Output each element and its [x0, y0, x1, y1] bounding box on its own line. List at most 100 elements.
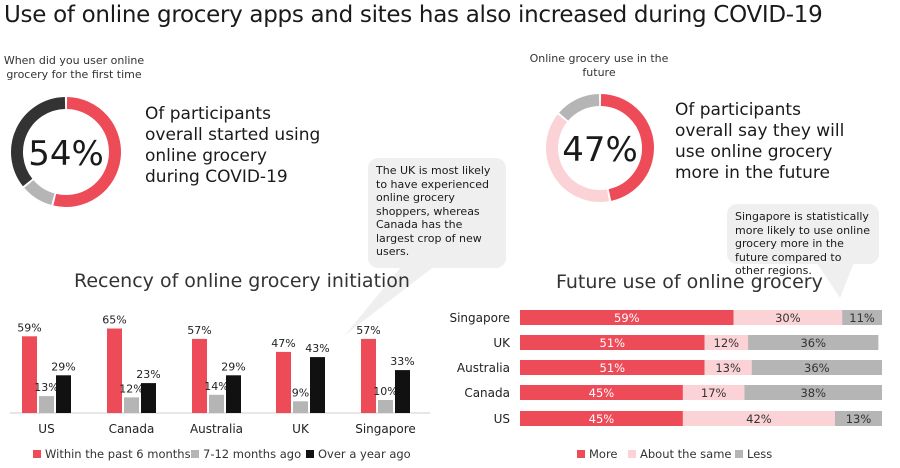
future-label-uk-1: 12%: [714, 336, 740, 350]
legend-same-label: About the same: [640, 447, 732, 461]
donut-left-chart: 54%: [11, 97, 121, 207]
donut-right-chart: 47%: [546, 94, 654, 202]
legend-less-swatch: [735, 450, 743, 458]
legend-same: About the same: [628, 447, 732, 461]
recency-category-australia: Australia: [190, 422, 243, 436]
donut-left-segment-0: [53, 97, 121, 207]
bubble-sg: Singapore is statistically more likely t…: [727, 204, 879, 277]
bubble-uk-tail: [345, 262, 440, 335]
donut-left-caption: When did you user online grocery for the…: [3, 54, 145, 81]
recency-label-uk-2: 43%: [305, 342, 329, 355]
future-label-australia-1: 13%: [715, 361, 741, 375]
recency-bar-uk-2: [310, 357, 325, 413]
recency-label-us-1: 13%: [34, 381, 58, 394]
recency-label-uk-0: 47%: [271, 337, 295, 350]
recency-label-canada-0: 65%: [102, 314, 126, 327]
recency-category-uk: UK: [292, 422, 310, 436]
future-label-us-0: 45%: [589, 412, 615, 426]
future-category-canada: Canada: [464, 386, 510, 400]
recency-category-singapore: Singapore: [355, 422, 416, 436]
future-bar-canada-0: [520, 385, 683, 400]
future-category-australia: Australia: [457, 361, 510, 375]
future-label-uk-0: 51%: [600, 336, 626, 350]
legend-less-label: Less: [747, 447, 773, 461]
bubble-uk: The UK is most likely to have experience…: [368, 158, 506, 268]
legend-more: More: [577, 447, 618, 461]
future-label-australia-2: 36%: [804, 361, 830, 375]
donut-right-value: 47%: [562, 130, 638, 170]
legend-same-swatch: [628, 450, 636, 458]
future-bar-uk-1: [704, 335, 749, 350]
recency-label-australia-1: 14%: [204, 380, 228, 393]
recency-bar-canada-1: [124, 397, 139, 413]
future-category-singapore: Singapore: [449, 311, 510, 325]
legend-mid-label: 7-12 months ago: [203, 447, 302, 461]
future-label-canada-1: 17%: [701, 386, 727, 400]
recency-label-singapore-0: 57%: [356, 324, 380, 337]
donut-left-value: 54%: [28, 134, 104, 174]
future-bar-uk-2: [748, 335, 879, 350]
recency-bar-us-1: [39, 396, 54, 413]
recency-chart: 59% 13% 29% US 65% 12%23% Canada 57% 14% 29% Austr…: [10, 314, 430, 436]
future-chart-title: Future use of online grocery: [556, 271, 823, 293]
legend-more-swatch: [577, 450, 585, 458]
future-bar-canada-1: [682, 385, 745, 400]
recency-bar-us-0: [22, 336, 37, 413]
future-bar-australia-1: [704, 360, 752, 375]
future-bar-us-2: [834, 411, 882, 426]
future-bar-singapore-0: [520, 310, 734, 325]
donut-right-segment-1: [546, 114, 610, 202]
legend-mid-swatch: [191, 450, 199, 458]
future-bar-canada-2: [744, 385, 882, 400]
legend-old: Over a year ago: [306, 447, 411, 461]
future-category-uk: UK: [493, 336, 511, 350]
legend-recent: Within the past 6 months: [33, 447, 191, 461]
page-title: Use of online grocery apps and sites has…: [4, 2, 823, 28]
future-bar-us-0: [520, 411, 683, 426]
recency-chart-title: Recency of online grocery initiation: [74, 270, 410, 292]
recency-bar-uk-0: [276, 351, 291, 413]
future-bar-uk-0: [520, 335, 705, 350]
recency-bar-australia-1: [209, 394, 224, 413]
future-bar-australia-2: [751, 360, 882, 375]
recency-label-canada-1: 12%: [119, 382, 143, 395]
donut-right-caption: Online grocery use in the future: [529, 52, 669, 79]
future-label-singapore-0: 59%: [614, 311, 640, 325]
donut-left-text: Of participants overall started using on…: [145, 104, 321, 187]
future-chart: Singapore 59% 30% 11% UK 51% 12% 36% Australia 51…: [449, 310, 882, 426]
donut-left-segment-2: [11, 97, 66, 187]
recency-category-us: US: [38, 422, 54, 436]
recency-bar-us-2: [56, 375, 71, 413]
future-label-uk-2: 36%: [800, 336, 826, 350]
future-label-canada-0: 45%: [589, 386, 615, 400]
future-bar-singapore-1: [733, 310, 843, 325]
recency-bar-canada-2: [141, 383, 156, 413]
recency-label-singapore-1: 10%: [373, 385, 397, 398]
recency-bar-australia-2: [226, 375, 241, 413]
recency-label-us-2: 29%: [51, 360, 75, 373]
recency-label-uk-1: 9%: [292, 386, 309, 399]
legend-old-swatch: [306, 450, 314, 458]
recency-bar-australia-0: [192, 338, 207, 413]
recency-bar-uk-1: [293, 401, 308, 413]
future-category-us: US: [494, 412, 510, 426]
future-label-singapore-1: 30%: [775, 311, 801, 325]
recency-label-singapore-2: 33%: [390, 355, 414, 368]
future-label-us-1: 42%: [746, 412, 772, 426]
recency-bar-singapore-1: [378, 400, 393, 413]
donut-right-segment-0: [600, 94, 654, 201]
recency-label-australia-2: 29%: [221, 360, 245, 373]
legend-mid: 7-12 months ago: [191, 447, 301, 461]
donut-right-text: Of participants overall say they will us…: [675, 100, 845, 183]
future-label-singapore-2: 11%: [849, 311, 875, 325]
recency-category-canada: Canada: [109, 422, 155, 436]
legend-recent-swatch: [33, 450, 41, 458]
legend-old-label: Over a year ago: [318, 447, 411, 461]
future-label-australia-0: 51%: [600, 361, 626, 375]
recency-label-australia-0: 57%: [187, 324, 211, 337]
future-bar-us-1: [682, 411, 835, 426]
donut-right-segment-2: [559, 94, 600, 121]
future-bar-singapore-2: [842, 310, 882, 325]
recency-bar-canada-0: [107, 328, 122, 413]
recency-bar-singapore-2: [395, 370, 410, 413]
